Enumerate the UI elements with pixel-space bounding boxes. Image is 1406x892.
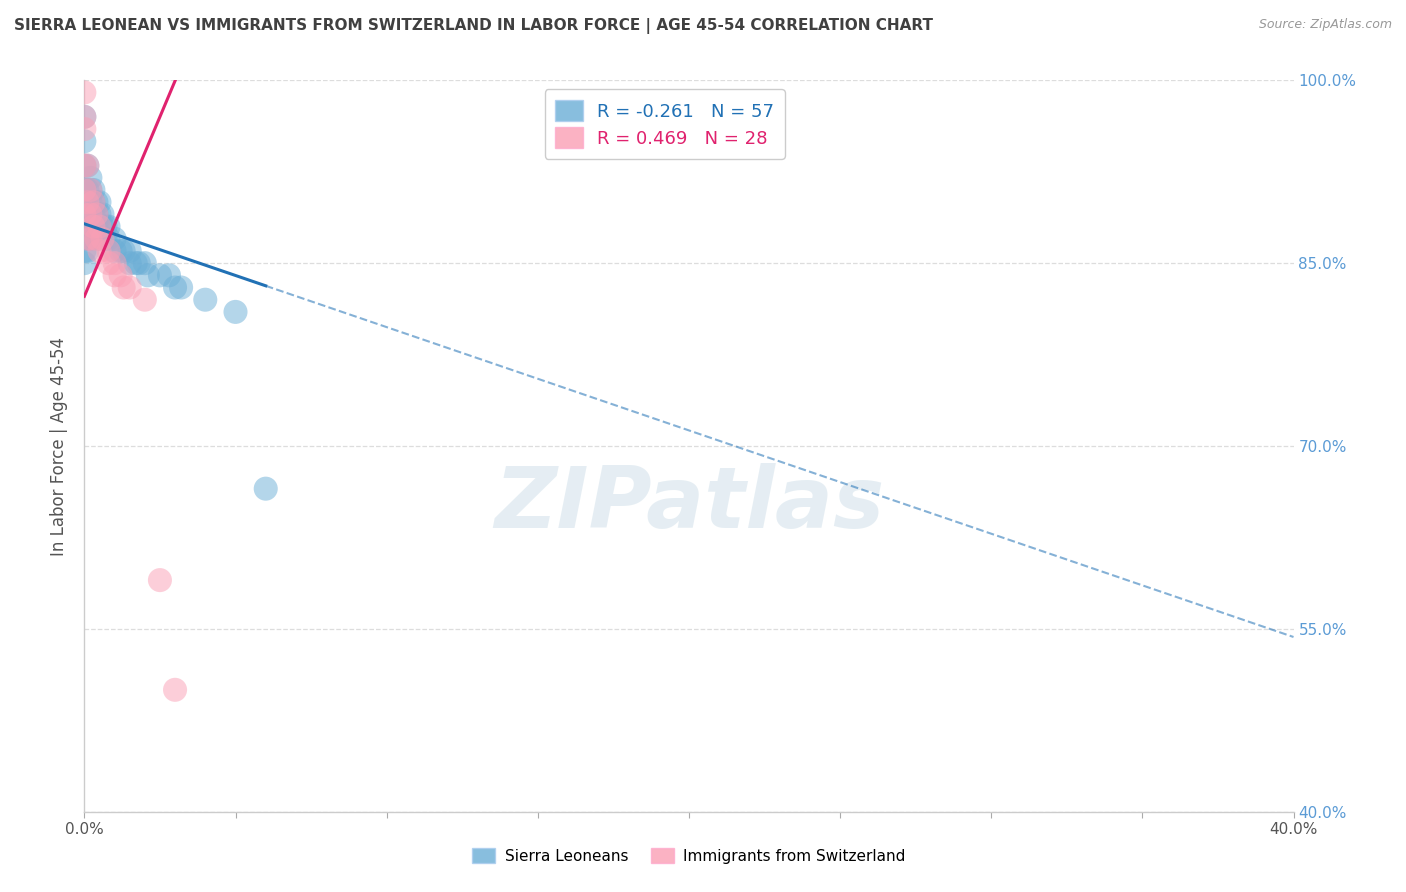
Point (91, 232, 114, 246)
Point (86, 195, 108, 210)
Point (104, 232, 127, 246)
Point (136, 268, 159, 283)
Point (73, 183, 96, 197)
Point (76, 244, 98, 258)
Point (118, 280, 141, 294)
Point (89, 219, 111, 234)
Point (128, 256, 150, 270)
Point (104, 268, 127, 283)
Point (79, 207, 101, 221)
Point (76, 159, 98, 173)
Point (73, 256, 96, 270)
Point (134, 293, 156, 307)
Point (73, 207, 96, 221)
Point (79, 195, 101, 210)
Point (86, 207, 108, 221)
Point (73, 232, 96, 246)
Point (91, 219, 114, 234)
Point (73, 159, 96, 173)
Point (73, 159, 96, 173)
Point (89, 195, 111, 210)
Point (89, 219, 111, 234)
Point (89, 244, 111, 258)
Point (112, 244, 135, 258)
Point (165, 682, 187, 697)
Point (97, 232, 120, 246)
Point (76, 232, 98, 246)
Point (104, 256, 127, 270)
Point (89, 232, 111, 246)
Point (94, 219, 117, 234)
Point (225, 305, 247, 319)
Point (112, 280, 135, 294)
Point (82, 183, 104, 197)
Point (73, 86, 96, 100)
Point (79, 232, 101, 246)
Point (82, 219, 104, 234)
Point (76, 195, 98, 210)
Point (73, 219, 96, 234)
Point (79, 170, 101, 185)
Point (79, 232, 101, 246)
Point (82, 207, 104, 221)
Point (73, 207, 96, 221)
Point (73, 134, 96, 148)
Point (73, 195, 96, 210)
Point (86, 232, 108, 246)
Point (97, 219, 120, 234)
Y-axis label: In Labor Force | Age 45-54: In Labor Force | Age 45-54 (51, 336, 69, 556)
Point (73, 122, 96, 136)
Point (97, 244, 120, 258)
Point (79, 207, 101, 221)
Point (94, 232, 117, 246)
Point (76, 232, 98, 246)
Point (73, 110, 96, 124)
Point (118, 256, 141, 270)
Text: SIERRA LEONEAN VS IMMIGRANTS FROM SWITZERLAND IN LABOR FORCE | AGE 45-54 CORRELA: SIERRA LEONEAN VS IMMIGRANTS FROM SWITZE… (14, 18, 934, 34)
Point (79, 219, 101, 234)
Point (76, 159, 98, 173)
Point (79, 183, 101, 197)
Point (76, 207, 98, 221)
Point (89, 207, 111, 221)
Point (73, 244, 96, 258)
Point (82, 219, 104, 234)
Text: Source: ZipAtlas.com: Source: ZipAtlas.com (1258, 18, 1392, 31)
Point (79, 183, 101, 197)
Text: ZIPatlas: ZIPatlas (494, 463, 884, 546)
Point (110, 244, 132, 258)
Point (97, 256, 120, 270)
Point (149, 268, 172, 283)
Point (82, 195, 104, 210)
Point (110, 268, 132, 283)
Point (254, 482, 277, 496)
Point (118, 244, 141, 258)
Point (86, 207, 108, 221)
Point (125, 256, 148, 270)
Point (149, 573, 172, 587)
Legend: Sierra Leoneans, Immigrants from Switzerland: Sierra Leoneans, Immigrants from Switzer… (467, 842, 911, 870)
Point (165, 280, 187, 294)
Point (194, 293, 217, 307)
Point (157, 268, 180, 283)
Point (73, 110, 96, 124)
Point (76, 183, 98, 197)
Point (76, 219, 98, 234)
Point (82, 195, 104, 210)
Point (91, 207, 114, 221)
Point (104, 244, 127, 258)
Point (73, 183, 96, 197)
Point (134, 256, 156, 270)
Point (170, 280, 193, 294)
Point (86, 219, 108, 234)
